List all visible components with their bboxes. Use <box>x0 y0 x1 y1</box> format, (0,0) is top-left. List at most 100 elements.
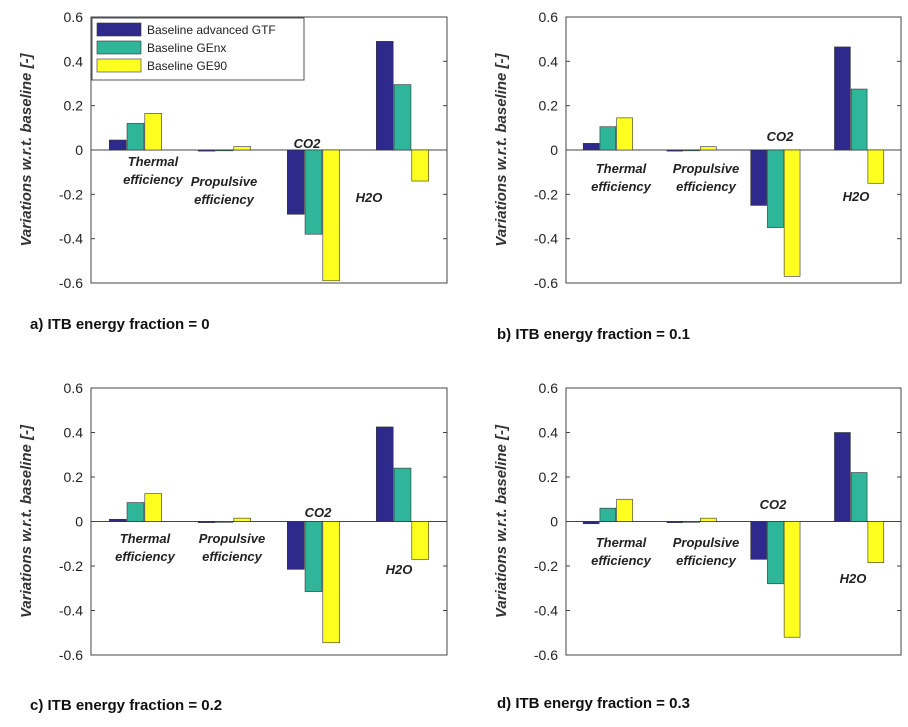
category-label: H2O <box>356 190 383 205</box>
bar-gtf-cat0 <box>108 139 127 151</box>
y-tick-label: -0.6 <box>59 647 83 663</box>
bar-genx-cat1 <box>215 521 234 523</box>
bar-genx-cat1 <box>683 521 700 523</box>
bar-ge90-cat0 <box>616 498 633 522</box>
bar-ge90-cat0 <box>144 113 163 151</box>
category-label: Thermal <box>128 154 179 169</box>
bar-ge90-cat1 <box>233 517 252 522</box>
category-label: H2O <box>386 562 413 577</box>
y-tick-label: -0.6 <box>534 647 558 663</box>
category-label: efficiency <box>676 553 737 568</box>
y-tick-label: -0.4 <box>59 231 83 247</box>
y-tick-label: -0.2 <box>59 186 83 202</box>
bar-gtf-cat2 <box>750 521 767 560</box>
category-label: Thermal <box>120 531 171 546</box>
legend-label: Baseline GEnx <box>147 41 226 55</box>
legend-label: Baseline GE90 <box>147 59 227 73</box>
category-label: Propulsive <box>673 535 739 550</box>
category-label: efficiency <box>202 549 263 564</box>
bar-gtf-cat2 <box>750 149 767 206</box>
y-tick-label: 0.2 <box>64 98 84 114</box>
bar-genx-cat1 <box>215 149 234 152</box>
bar-gtf-cat0 <box>582 521 600 525</box>
y-tick-label: 0 <box>550 142 558 158</box>
bar-ge90-cat0 <box>616 117 633 151</box>
y-tick-label: 0.4 <box>64 425 84 441</box>
y-tick-label: 0 <box>75 514 83 530</box>
category-label: Thermal <box>596 161 647 176</box>
bar-genx-cat0 <box>599 126 617 151</box>
bar-gtf-cat2 <box>286 521 305 570</box>
bar-genx-cat3 <box>393 467 412 522</box>
bar-gtf-cat3 <box>375 426 394 522</box>
bar-gtf-cat0 <box>582 143 600 151</box>
category-label: H2O <box>843 189 870 204</box>
caption-a: a) ITB energy fraction = 0 <box>30 316 210 333</box>
category-label: efficiency <box>115 549 176 564</box>
bar-genx-cat0 <box>599 507 617 522</box>
caption-b: b) ITB energy fraction = 0.1 <box>497 326 690 343</box>
category-label: CO2 <box>767 129 795 144</box>
y-tick-label: 0.4 <box>539 425 559 441</box>
bar-ge90-cat1 <box>233 146 252 151</box>
category-label: H2O <box>840 571 867 586</box>
y-axis-label: Variations w.r.t. baseline [-] <box>18 424 35 618</box>
bar-gtf-cat1 <box>197 521 216 523</box>
y-tick-label: -0.4 <box>534 231 558 247</box>
bar-genx-cat3 <box>393 84 412 151</box>
legend-swatch <box>96 40 142 55</box>
bar-ge90-cat3 <box>411 521 430 560</box>
bar-gtf-cat2 <box>286 149 305 215</box>
y-tick-label: -0.2 <box>59 558 83 574</box>
y-tick-label: -0.6 <box>59 275 83 291</box>
bar-genx-cat2 <box>767 521 784 585</box>
y-tick-label: 0.6 <box>64 380 84 396</box>
bar-ge90-cat1 <box>700 146 717 151</box>
y-tick-label: 0.6 <box>539 9 559 25</box>
caption-c: c) ITB energy fraction = 0.2 <box>30 697 223 714</box>
y-axis-label: Variations w.r.t. baseline [-] <box>493 424 510 618</box>
bar-ge90-cat3 <box>411 149 430 182</box>
bar-genx-cat2 <box>304 149 323 235</box>
category-label: efficiency <box>591 179 652 194</box>
legend-swatch <box>96 58 142 73</box>
panel-b: 0.6 0.4 0.2 0 -0.2 -0.4 -0.6 Variations w.r.t. … <box>493 9 902 291</box>
bar-ge90-cat0 <box>144 493 163 522</box>
y-axis-label: Variations w.r.t. baseline [-] <box>493 52 510 246</box>
bar-ge90-cat2 <box>783 521 801 638</box>
bar-ge90-cat1 <box>700 517 717 522</box>
bar-genx-cat2 <box>767 149 784 228</box>
y-tick-label: 0 <box>75 142 83 158</box>
bar-gtf-cat0 <box>108 518 127 522</box>
bar-gtf-cat3 <box>375 41 394 151</box>
bar-genx-cat3 <box>850 472 868 522</box>
legend-swatch <box>96 22 142 37</box>
y-tick-label: -0.4 <box>534 603 558 619</box>
bar-gtf-cat1 <box>197 149 216 152</box>
bar-gtf-cat3 <box>834 46 851 151</box>
category-label: Propulsive <box>191 174 257 189</box>
category-label: CO2 <box>760 497 788 512</box>
category-label: CO2 <box>305 505 333 520</box>
y-tick-label: -0.6 <box>534 275 558 291</box>
panel-c: 0.6 0.4 0.2 0 -0.2 -0.4 -0.6 Variations w.r.t. … <box>18 380 448 663</box>
y-tick-label: 0.6 <box>539 380 559 396</box>
bar-ge90-cat2 <box>322 521 341 644</box>
y-tick-label: 0.2 <box>539 98 559 114</box>
category-label: efficiency <box>591 553 652 568</box>
y-tick-label: -0.2 <box>534 558 558 574</box>
category-label: Thermal <box>596 535 647 550</box>
category-label: CO2 <box>294 136 322 151</box>
legend-label: Baseline advanced GTF <box>147 23 276 37</box>
category-label: Propulsive <box>199 531 265 546</box>
category-label: efficiency <box>123 172 184 187</box>
y-tick-label: 0.2 <box>64 469 84 485</box>
y-tick-label: 0.6 <box>64 9 84 25</box>
bar-ge90-cat2 <box>322 149 341 282</box>
bar-gtf-cat1 <box>666 149 684 152</box>
category-label: efficiency <box>676 179 737 194</box>
bar-ge90-cat3 <box>867 149 885 184</box>
bar-ge90-cat3 <box>867 521 885 563</box>
